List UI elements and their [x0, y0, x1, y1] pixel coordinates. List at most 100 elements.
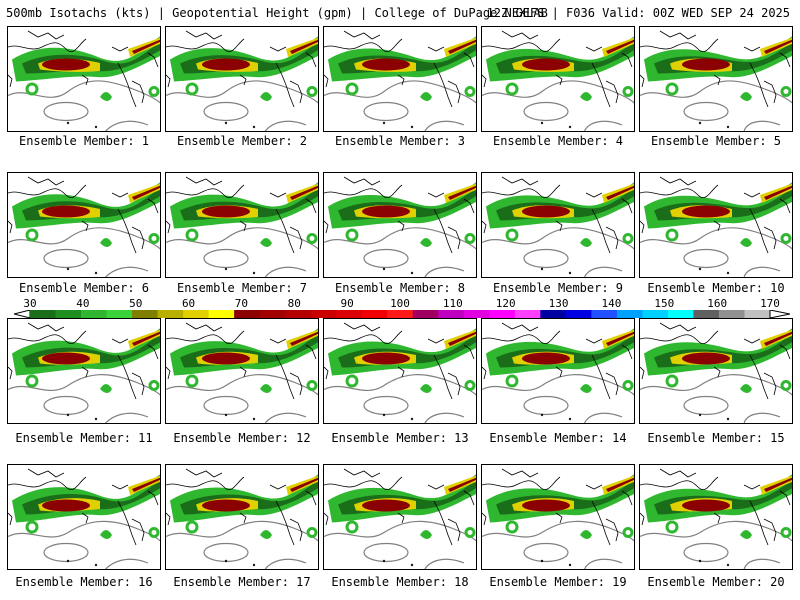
- ensemble-member-label: Ensemble Member: 1: [18, 134, 150, 148]
- colorbar-tick-label: 100: [390, 297, 410, 310]
- jet-stream-band: [328, 182, 476, 247]
- height-contours: [640, 374, 792, 423]
- coastlines: [324, 468, 475, 567]
- colorbar-swatch: [234, 310, 261, 318]
- ensemble-member-label: Ensemble Member: 20: [647, 575, 785, 589]
- isotach-colorbar: 30 40 50 60 70 80 90 100 110 120 130 140 150 160 170: [14, 298, 790, 320]
- height-contours: [166, 227, 318, 277]
- ensemble-map: [324, 319, 476, 423]
- jet-stream-band: [486, 182, 634, 247]
- colorbar-swatch: [259, 310, 286, 318]
- colorbar-swatch: [693, 310, 720, 318]
- ensemble-map: [324, 465, 476, 569]
- height-contours: [482, 227, 634, 277]
- height-contours: [482, 520, 634, 569]
- jet-stream-band: [170, 182, 318, 247]
- ensemble-map: [166, 319, 318, 423]
- ensemble-member-label: Ensemble Member: 8: [334, 281, 466, 295]
- coastlines: [640, 176, 791, 275]
- ensemble-member-map: [165, 172, 319, 278]
- colorbar-swatch: [744, 310, 771, 318]
- coastlines: [166, 468, 317, 567]
- ensemble-member-label: Ensemble Member: 18: [331, 575, 469, 589]
- ensemble-map: [482, 173, 634, 277]
- ensemble-member-map: [7, 464, 161, 570]
- colorbar-tick-label: 120: [495, 297, 516, 310]
- jet-stream-band: [486, 36, 634, 101]
- ensemble-map: [640, 319, 792, 423]
- coastlines: [166, 30, 317, 129]
- ensemble-map: [8, 27, 160, 131]
- ensemble-member-label: Ensemble Member: 15: [647, 431, 785, 445]
- colorbar-swatch: [387, 310, 414, 318]
- ensemble-map: [8, 465, 160, 569]
- colorbar-tick-label: 70: [234, 297, 249, 310]
- ensemble-map: [324, 27, 476, 131]
- coastlines: [482, 176, 633, 275]
- ensemble-member-label: Ensemble Member: 19: [489, 575, 627, 589]
- ensemble-member-map: [323, 464, 477, 570]
- ensemble-member-label: Ensemble Member: 16: [15, 575, 153, 589]
- colorbar-swatch: [565, 310, 592, 318]
- colorbar-swatch: [642, 310, 669, 318]
- height-contours: [640, 227, 792, 277]
- ensemble-member-map: [481, 172, 635, 278]
- ensemble-member-label: Ensemble Member: 7: [176, 281, 308, 295]
- ensemble-member-label: Ensemble Member: 14: [489, 431, 627, 445]
- ensemble-member-label: Ensemble Member: 13: [331, 431, 469, 445]
- coastlines: [166, 176, 317, 275]
- colorbar-swatch: [540, 310, 567, 318]
- ensemble-member-map: [7, 318, 161, 424]
- coastlines: [166, 322, 317, 421]
- ensemble-member-map: [481, 318, 635, 424]
- ensemble-map: [166, 465, 318, 569]
- ensemble-member-map: [323, 318, 477, 424]
- colorbar-swatch: [30, 310, 57, 318]
- height-contours: [324, 374, 476, 423]
- coastlines: [8, 468, 159, 567]
- coastlines: [8, 30, 159, 129]
- jet-stream-band: [644, 328, 792, 393]
- ensemble-member-map: [323, 172, 477, 278]
- colorbar-swatch: [285, 310, 312, 318]
- header-run-info: 12Z GEFS | F036 Valid: 00Z WED SEP 24 20…: [486, 6, 790, 20]
- colorbar-tick-label: 50: [129, 297, 143, 310]
- jet-stream-band: [328, 36, 476, 101]
- jet-stream-band: [170, 36, 318, 101]
- colorbar-swatch: [514, 310, 541, 318]
- colorbar-tick-label: 60: [181, 297, 196, 310]
- colorbar-tick-label: 90: [340, 297, 354, 310]
- ensemble-member-map: [7, 26, 161, 132]
- height-contours: [324, 227, 476, 277]
- colorbar-swatch: [310, 310, 337, 318]
- ensemble-member-label: Ensemble Member: 11: [15, 431, 153, 445]
- jet-stream-band: [12, 182, 160, 247]
- ensemble-member-label: Ensemble Member: 2: [176, 134, 308, 148]
- ensemble-map: [166, 27, 318, 131]
- coastlines: [324, 176, 475, 275]
- colorbar-tick-label: 130: [548, 297, 569, 310]
- jet-stream-band: [328, 328, 476, 393]
- coastlines: [482, 322, 633, 421]
- coastlines: [482, 30, 633, 129]
- colorbar-swatch: [81, 310, 108, 318]
- coastlines: [324, 30, 475, 129]
- colorbar-tick-label: 140: [601, 297, 622, 310]
- ensemble-member-map: [639, 26, 793, 132]
- colorbar-swatch: [489, 310, 516, 318]
- colorbar-swatch: [591, 310, 618, 318]
- ensemble-member-map: [7, 172, 161, 278]
- height-contours: [8, 374, 160, 423]
- ensemble-map: [482, 465, 634, 569]
- colorbar-swatch: [438, 310, 465, 318]
- coastlines: [8, 322, 159, 421]
- colorbar-tick-label: 170: [760, 297, 780, 310]
- height-contours: [8, 520, 160, 569]
- jet-stream-band: [12, 36, 160, 101]
- ensemble-map: [324, 173, 476, 277]
- height-contours: [8, 80, 160, 131]
- colorbar-swatch: [667, 310, 694, 318]
- ensemble-member-map: [639, 318, 793, 424]
- coastlines: [482, 468, 633, 567]
- height-contours: [640, 80, 792, 131]
